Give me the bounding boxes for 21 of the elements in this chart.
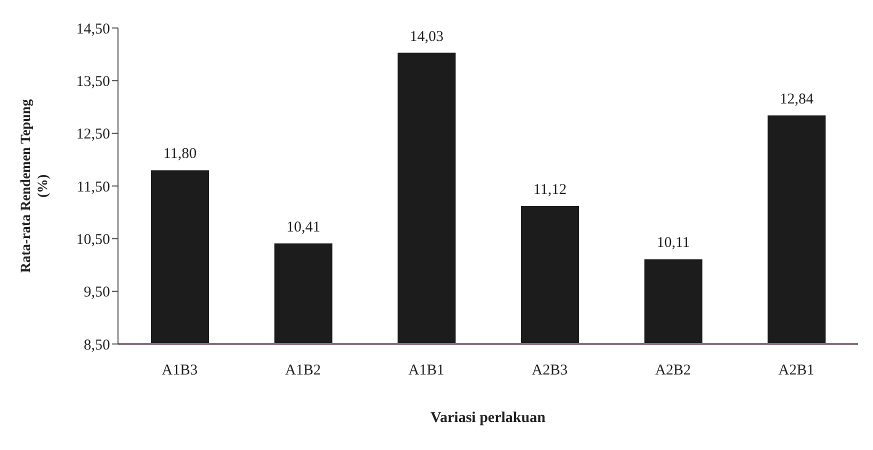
y-tick-label: 12,50 bbox=[76, 126, 110, 143]
x-tick-label: A2B2 bbox=[655, 362, 691, 379]
data-label: 10,41 bbox=[286, 219, 320, 236]
x-axis-title: Variasi perlakuan bbox=[430, 410, 546, 426]
y-axis-title: Rata-rata Rendemen Tepung (%) bbox=[19, 99, 51, 273]
x-tick-label: A2B1 bbox=[778, 362, 814, 379]
x-tick-label: A2B3 bbox=[532, 362, 568, 379]
y-tick-label: 9,50 bbox=[84, 284, 110, 301]
data-label: 11,80 bbox=[163, 146, 197, 162]
y-tick-label: 13,50 bbox=[76, 74, 110, 90]
data-label: 10,11 bbox=[656, 235, 690, 252]
x-tick-label: A1B1 bbox=[408, 362, 444, 379]
data-label: 11,12 bbox=[533, 182, 567, 198]
data-label: 14,03 bbox=[410, 28, 444, 45]
x-tick-label: A1B2 bbox=[285, 362, 321, 379]
y-tick-label: 14,50 bbox=[76, 21, 110, 38]
y-tick-label: 10,50 bbox=[76, 232, 110, 248]
x-tick-label: A1B3 bbox=[162, 362, 198, 379]
data-label: 12,84 bbox=[780, 91, 814, 108]
y-tick-label: 8,50 bbox=[84, 337, 110, 354]
y-tick-label: 11,50 bbox=[76, 179, 110, 196]
